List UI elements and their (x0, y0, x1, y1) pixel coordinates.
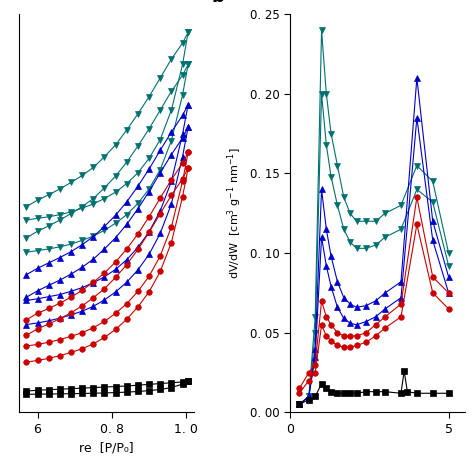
Text: b: b (211, 0, 224, 6)
Y-axis label: dV/dW  [cm$^3$ g$^{-1}$ nm$^{-1}$]: dV/dW [cm$^3$ g$^{-1}$ nm$^{-1}$] (226, 147, 244, 279)
X-axis label: re  [P/P₀]: re [P/P₀] (79, 441, 134, 455)
